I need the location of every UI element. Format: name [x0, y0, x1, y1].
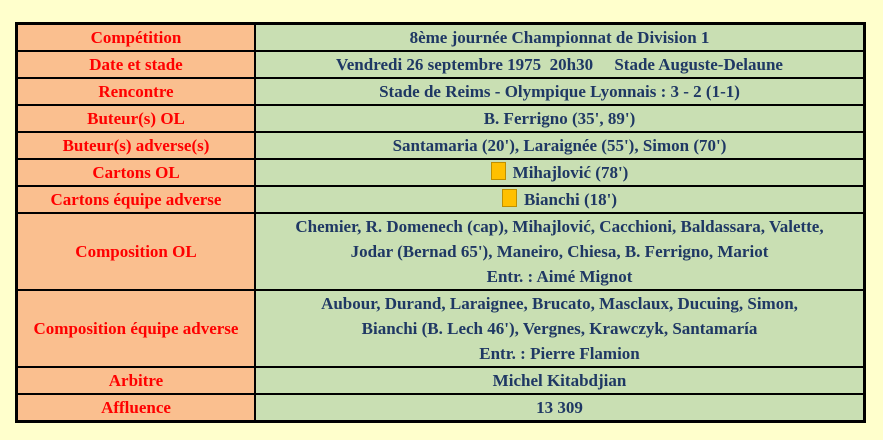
- row-date-stade-label: Date et stade: [15, 50, 256, 79]
- row-arbitre-value: Michel Kitabdjian: [254, 366, 866, 395]
- row-cartons-ol-value: Mihajlović (78'): [254, 158, 866, 187]
- row-buteurs-adverse: Buteur(s) adverse(s) Santamaria (20'), L…: [15, 131, 866, 160]
- row-buteurs-ol-label: Buteur(s) OL: [15, 104, 256, 133]
- row-composition-adverse-label: Composition équipe adverse: [15, 289, 256, 368]
- row-cartons-adverse: Cartons équipe adverse Bianchi (18'): [15, 185, 866, 214]
- row-affluence: Affluence 13 309: [15, 393, 866, 423]
- row-composition-ol-value: Chemier, R. Domenech (cap), Mihajlović, …: [254, 212, 866, 291]
- row-cartons-adverse-label: Cartons équipe adverse: [15, 185, 256, 214]
- row-composition-ol: Composition OL Chemier, R. Domenech (cap…: [15, 212, 866, 291]
- row-date-stade-value: Vendredi 26 septembre 1975 20h30 Stade A…: [254, 50, 866, 79]
- row-rencontre-label: Rencontre: [15, 77, 256, 106]
- row-competition: Compétition 8ème journée Championnat de …: [15, 22, 866, 52]
- row-competition-label: Compétition: [15, 22, 256, 52]
- row-cartons-ol-text: Mihajlović (78'): [512, 163, 629, 182]
- yellow-card-icon: [501, 189, 517, 207]
- row-rencontre: Rencontre Stade de Reims - Olympique Lyo…: [15, 77, 866, 106]
- row-composition-ol-label: Composition OL: [15, 212, 256, 291]
- row-buteurs-ol-value: B. Ferrigno (35', 89'): [254, 104, 866, 133]
- row-affluence-label: Affluence: [15, 393, 256, 423]
- row-affluence-value: 13 309: [254, 393, 866, 423]
- yellow-card-icon: [490, 162, 506, 180]
- row-arbitre-label: Arbitre: [15, 366, 256, 395]
- row-buteurs-adverse-label: Buteur(s) adverse(s): [15, 131, 256, 160]
- row-buteurs-adverse-value: Santamaria (20'), Laraignée (55'), Simon…: [254, 131, 866, 160]
- row-date-stade: Date et stade Vendredi 26 septembre 1975…: [15, 50, 866, 79]
- row-cartons-ol-label: Cartons OL: [15, 158, 256, 187]
- row-composition-adverse-value: Aubour, Durand, Laraignee, Brucato, Masc…: [254, 289, 866, 368]
- row-cartons-adverse-text: Bianchi (18'): [523, 190, 618, 209]
- row-cartons-ol: Cartons OL Mihajlović (78'): [15, 158, 866, 187]
- row-buteurs-ol: Buteur(s) OL B. Ferrigno (35', 89'): [15, 104, 866, 133]
- row-competition-value: 8ème journée Championnat de Division 1: [254, 22, 866, 52]
- row-arbitre: Arbitre Michel Kitabdjian: [15, 366, 866, 395]
- row-cartons-adverse-value: Bianchi (18'): [254, 185, 866, 214]
- row-rencontre-value: Stade de Reims - Olympique Lyonnais : 3 …: [254, 77, 866, 106]
- row-composition-adverse: Composition équipe adverse Aubour, Duran…: [15, 289, 866, 368]
- match-info-table: Compétition 8ème journée Championnat de …: [15, 22, 866, 423]
